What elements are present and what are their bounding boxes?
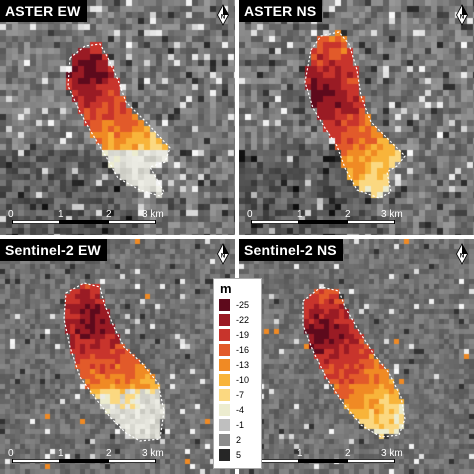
- scale-tick-3: 3 km: [142, 209, 164, 220]
- legend-entry: 2: [219, 434, 259, 446]
- scale-tick-2: 2: [106, 209, 112, 220]
- scale-bar-frame: [12, 459, 156, 463]
- legend-label: -7: [236, 390, 245, 400]
- svg-text:N: N: [221, 15, 225, 21]
- legend-label: -1: [236, 420, 245, 430]
- panel-label: Sentinel-2 EW: [0, 239, 107, 261]
- displacement-map-sentinel2-ns: [239, 239, 474, 474]
- scale-tick-2: 2: [345, 448, 351, 459]
- legend-entry: -7: [219, 389, 259, 401]
- scale-bar-frame: [251, 220, 395, 224]
- scale-tick-3: 3 km: [381, 209, 403, 220]
- north-arrow-icon: N: [217, 4, 229, 26]
- legend-swatch: [219, 449, 230, 461]
- scale-tick-2: 2: [106, 448, 112, 459]
- svg-text:N: N: [460, 254, 464, 260]
- svg-text:N: N: [221, 254, 225, 260]
- legend-label: -16: [236, 345, 250, 355]
- legend-swatch: [219, 299, 230, 311]
- scale-tick-0: 0: [247, 209, 253, 220]
- legend-entry: -13: [219, 359, 259, 371]
- panel-aster-ew: 0 1 2 3 km ASTER EW N: [0, 0, 235, 235]
- landslide-outline: [63, 282, 165, 442]
- scale-bar-frame: [12, 220, 156, 224]
- scale-bar-segment: [348, 220, 394, 224]
- scale-bar-segment: [13, 459, 59, 463]
- legend-entry: -4: [219, 404, 259, 416]
- overlay-sentinel2-ew: 0 1 2 3 km: [8, 282, 165, 463]
- north-arrow-icon: N: [217, 243, 229, 265]
- landslide-outline: [304, 31, 406, 199]
- color-legend: m -25 -22 -19 -16 -13 -10 -7 -4 -1 2 5: [213, 278, 262, 469]
- legend-unit: m: [220, 281, 232, 296]
- legend-swatch: [219, 359, 230, 371]
- legend-label: -25: [236, 300, 250, 310]
- scale-bar: [251, 220, 395, 224]
- legend-entry: 5: [219, 449, 259, 461]
- north-arrow-icon: N: [456, 4, 468, 26]
- legend-label: -22: [236, 315, 250, 325]
- overlay-aster-ew: 0 1 2 3 km: [8, 43, 171, 224]
- scale-tick-labels: 0 1 2 3 km: [8, 209, 164, 220]
- legend-entry: -16: [219, 344, 259, 356]
- scale-bar-segment: [252, 220, 298, 224]
- panel-sentinel2-ns: 0 1 2 3 km Sentinel-2 NS N: [239, 239, 474, 474]
- scale-tick-3: 3 km: [381, 448, 403, 459]
- legend-entry: -25: [219, 299, 259, 311]
- scale-tick-labels: 0 1 2 3 km: [8, 448, 164, 459]
- north-arrow-icon: N: [456, 243, 468, 265]
- scale-tick-labels: 0 1 2 3 km: [247, 448, 403, 459]
- legend-label: -13: [236, 360, 250, 370]
- legend-swatch: [219, 404, 230, 416]
- scale-bar-segment: [109, 220, 155, 224]
- scale-bar-segment: [252, 459, 298, 463]
- legend-swatch: [219, 329, 230, 341]
- panel-label: ASTER EW: [0, 0, 87, 22]
- scale-bar-segment: [348, 459, 394, 463]
- legend-label: 5: [236, 450, 242, 460]
- scale-tick-1: 1: [297, 209, 303, 220]
- displacement-map-aster-ns: [239, 0, 474, 235]
- legend-entry: -19: [219, 329, 259, 341]
- scale-tick-3: 3 km: [142, 448, 164, 459]
- scale-tick-1: 1: [297, 448, 303, 459]
- scale-bar-segment: [13, 220, 59, 224]
- legend-label: -4: [236, 405, 245, 415]
- scale-tick-2: 2: [345, 209, 351, 220]
- scale-tick-labels: 0 1 2 3 km: [247, 209, 403, 220]
- legend-swatch: [219, 419, 230, 431]
- scale-tick-1: 1: [58, 209, 64, 220]
- scale-bar: [251, 459, 395, 463]
- legend-label: -19: [236, 330, 250, 340]
- legend-swatch: [219, 344, 230, 356]
- panel-sentinel2-ew: 0 1 2 3 km Sentinel-2 EW N: [0, 239, 235, 474]
- scale-tick-0: 0: [8, 209, 14, 220]
- scale-bar: [12, 459, 156, 463]
- legend-swatch: [219, 314, 230, 326]
- panel-label: Sentinel-2 NS: [239, 239, 343, 261]
- scale-bar-segment: [109, 459, 155, 463]
- scale-tick-0: 0: [8, 448, 14, 459]
- scale-tick-1: 1: [58, 448, 64, 459]
- panel-label: ASTER NS: [239, 0, 323, 22]
- overlay-sentinel2-ns: 0 1 2 3 km: [247, 286, 406, 463]
- legend-swatch: [219, 389, 230, 401]
- landslide-outline: [67, 43, 171, 197]
- scale-bar: [12, 220, 156, 224]
- legend-entry: -10: [219, 374, 259, 386]
- svg-text:N: N: [460, 15, 464, 21]
- landslide-outline: [302, 286, 406, 438]
- overlay-aster-ns: 0 1 2 3 km: [247, 31, 406, 224]
- legend-swatch: [219, 434, 230, 446]
- displacement-map-aster-ew: [0, 0, 235, 235]
- scale-bar-frame: [251, 459, 395, 463]
- legend-entry: -22: [219, 314, 259, 326]
- legend-entry: -1: [219, 419, 259, 431]
- legend-label: -10: [236, 375, 250, 385]
- legend-label: 2: [236, 435, 242, 445]
- displacement-map-sentinel2-ew: [0, 239, 235, 474]
- panel-aster-ns: 0 1 2 3 km ASTER NS N: [239, 0, 474, 235]
- legend-swatch: [219, 374, 230, 386]
